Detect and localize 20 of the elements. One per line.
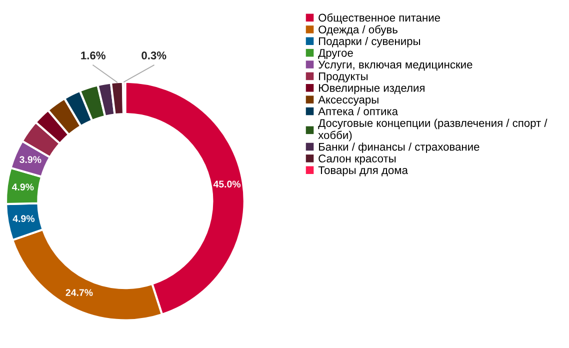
legend-label: Салон красоты bbox=[318, 154, 396, 165]
legend-label: Другое bbox=[318, 49, 353, 60]
legend-label: Товары для дома bbox=[318, 166, 408, 176]
legend-label: Подарки / сувениры bbox=[319, 36, 420, 48]
data-label: 1.6% bbox=[81, 52, 106, 60]
data-label: 4.9% bbox=[12, 184, 34, 190]
legend-label: Услуги, включая медицинские bbox=[318, 60, 472, 71]
data-label: 0.3% bbox=[142, 52, 166, 60]
legend-label: Одежда / обувь bbox=[318, 25, 398, 36]
legend-label: Ювелирные изделия bbox=[319, 84, 424, 94]
legend-label: Досуговые концепции (развлечения / спорт / хобби) bbox=[318, 118, 548, 142]
data-label: 4.9% bbox=[12, 215, 35, 222]
legend-label: Аптека / оптика bbox=[318, 107, 398, 116]
data-label: 3.9% bbox=[20, 156, 42, 164]
legend-label: Аксессуары bbox=[318, 96, 378, 106]
legend-label: Продукты bbox=[319, 72, 368, 82]
data-label: 45.0% bbox=[213, 180, 241, 188]
legend-label: Банки / финансы / страхование bbox=[319, 142, 480, 153]
data-label: 24.7% bbox=[66, 289, 93, 296]
legend-label: Общественное питание bbox=[318, 13, 440, 24]
